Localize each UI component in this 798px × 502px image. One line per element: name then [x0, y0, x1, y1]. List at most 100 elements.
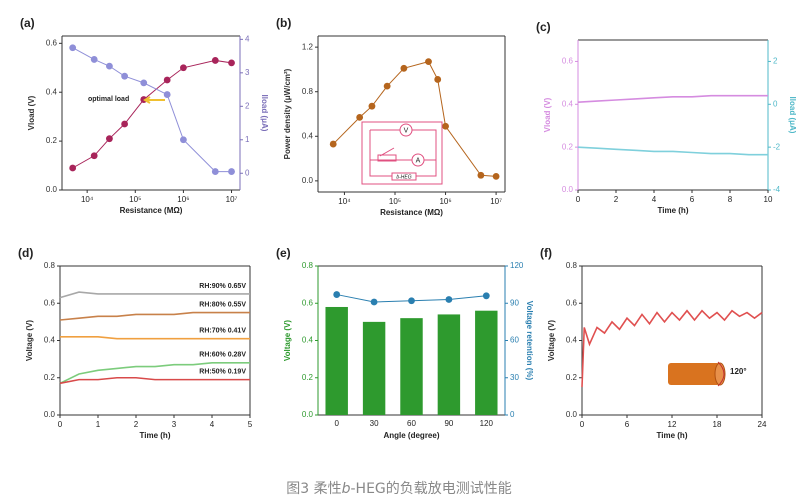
series-marker [211, 57, 219, 64]
series-line [581, 309, 763, 388]
y-tick-label: 0.6 [46, 38, 58, 47]
y-tick-label: 0.6 [302, 298, 314, 307]
y-tick-label: 0.2 [44, 373, 56, 382]
series-line [59, 362, 250, 385]
y-tick-label: 0.4 [46, 87, 58, 96]
y-tick-label: 0.2 [46, 136, 58, 145]
y-tick-label: 0.0 [302, 176, 314, 185]
x-tick-label: 0 [580, 420, 585, 429]
series-line [72, 59, 232, 169]
series-marker [69, 164, 77, 172]
inset-label: A [416, 157, 421, 164]
y-tick-label: 0.0 [562, 185, 574, 194]
y2-tick-label: -4 [773, 185, 781, 194]
series-marker [180, 64, 187, 72]
series-marker [434, 76, 442, 83]
y-tick-label: 0.4 [44, 336, 56, 345]
x-axis-label: Angle (degree) [383, 431, 439, 440]
series-marker [163, 91, 171, 98]
annotation-arrow [143, 96, 165, 104]
voltmeter [399, 123, 413, 137]
series-line [59, 311, 250, 321]
series-line [59, 291, 250, 299]
y-tick-label: 0.0 [44, 410, 56, 419]
series-label: RH:80% 0.55V [199, 301, 246, 308]
x-tick-label: 2 [614, 195, 619, 204]
x-tick-label: 120 [480, 419, 494, 428]
series-marker [228, 59, 235, 67]
series-marker [211, 168, 219, 175]
series-marker [383, 82, 391, 90]
bar [400, 318, 423, 415]
y2-axis-label: Voltage retention (%) [525, 301, 534, 381]
x-tick-label: 0 [334, 419, 339, 428]
series-marker [140, 79, 148, 87]
resistor [377, 154, 397, 162]
y2-tick-label: 0 [245, 168, 250, 177]
caption-italic: b [341, 481, 351, 497]
y-tick-label: 0.4 [302, 131, 314, 140]
y2-axis-label: Iload (μA) [260, 95, 269, 132]
inset-label: V [404, 127, 409, 134]
x-axis-label: Resistance (MΩ) [380, 208, 443, 217]
x-axis-label: Time (h) [657, 431, 688, 440]
y2-tick-label: 3 [245, 68, 250, 77]
x-axis-label: Resistance (MΩ) [120, 206, 183, 215]
x-tick-label: 10⁴ [81, 195, 94, 204]
angle-arc [717, 361, 725, 387]
x-tick-label: 1 [96, 420, 101, 429]
figure: (a) 0.0 0.2 0.4 0.6 0 1 2 3 4 10⁴ 10⁵ 10⁶ 10⁷ Resistan… [18, 16, 797, 440]
y2-axis-label: Iload (μA) [788, 97, 797, 134]
series-marker [180, 136, 187, 144]
x-tick-label: 0 [576, 195, 581, 204]
y-tick-label: 0.4 [302, 336, 314, 345]
y-axis-label: Voltage (V) [547, 320, 556, 362]
series-marker [121, 120, 129, 128]
x-tick-label: 4 [652, 195, 657, 204]
y2-tick-label: 120 [510, 261, 524, 270]
y-tick-label: 0.0 [566, 410, 578, 419]
y2-tick-label: 30 [510, 373, 519, 382]
x-axis-label: Time (h) [140, 431, 171, 440]
series-label: RH:90% 0.65V [199, 283, 246, 290]
y-axis-label: Voltage (V) [283, 320, 292, 362]
series-label: RH:60% 0.28V [199, 352, 246, 359]
series-line [577, 94, 768, 103]
series-marker [368, 102, 376, 110]
panel-label: (d) [18, 246, 33, 260]
y2-tick-label: 2 [245, 101, 250, 110]
y-tick-label: 0.0 [46, 185, 58, 194]
x-tick-label: 10⁴ [338, 197, 351, 206]
cylinder [668, 363, 720, 385]
inset-label: b-HEG [396, 174, 411, 180]
y-axis-label: Vload (V) [27, 95, 36, 130]
series-marker [400, 64, 408, 72]
caption-suffix: -HEG的负载放电测试性能 [350, 481, 512, 497]
series-marker [482, 292, 490, 300]
series-marker [333, 291, 341, 298]
y-tick-label: 0.6 [562, 57, 574, 66]
x-tick-label: 10⁵ [129, 195, 141, 204]
y-tick-label: 1.2 [302, 42, 314, 51]
x-tick-label: 10⁶ [177, 195, 189, 204]
panel-label: (a) [20, 16, 35, 30]
y2-tick-label: 90 [510, 298, 519, 307]
y2-tick-label: -2 [773, 142, 781, 151]
x-tick-label: 0 [58, 420, 63, 429]
series-line [60, 335, 250, 340]
caption-prefix: 图3 柔性 [286, 481, 342, 497]
series-marker [69, 44, 77, 52]
x-tick-label: 6 [690, 195, 695, 204]
series-label: RH:50% 0.19V [199, 368, 246, 375]
series-marker [106, 135, 113, 143]
series-marker [492, 173, 500, 180]
panel-label: (b) [276, 16, 291, 30]
panel-label: (f) [540, 246, 552, 260]
y-axis-label: Vload (V) [543, 97, 552, 132]
x-tick-label: 6 [625, 420, 630, 429]
x-tick-label: 10⁷ [490, 197, 502, 206]
y-tick-label: 0.8 [302, 87, 314, 96]
series-marker [106, 62, 113, 70]
series-marker [163, 76, 171, 84]
